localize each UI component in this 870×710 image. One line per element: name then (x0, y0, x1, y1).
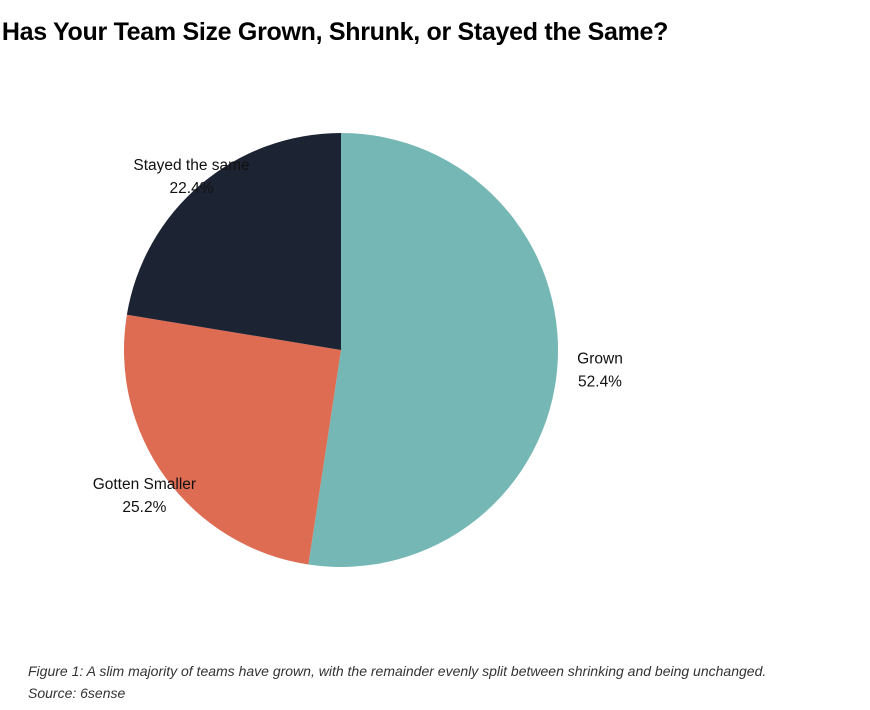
caption-source: Source: 6sense (28, 685, 126, 701)
slice-value-label: 52.4% (578, 374, 622, 391)
slice-label-stayed-the-same: Stayed the same 22.4% (133, 157, 249, 197)
slice-category-label: Grown (577, 351, 623, 368)
pie-slice-grown (308, 133, 559, 567)
pie-chart: Grown 52.4% Gotten Smaller 25.2% Stayed the … (93, 133, 623, 567)
slice-label-grown: Grown 52.4% (577, 351, 623, 391)
slice-category-label: Stayed the same (133, 157, 249, 174)
slice-value-label: 22.4% (170, 180, 214, 197)
pie-slice-stayed-the-same (126, 133, 341, 350)
slice-category-label: Gotten Smaller (93, 476, 196, 493)
slice-value-label: 25.2% (122, 499, 166, 516)
slice-label-gotten-smaller: Gotten Smaller 25.2% (93, 476, 196, 516)
pie-slice-gotten-smaller (124, 314, 341, 565)
chart-title: Has Your Team Size Grown, Shrunk, or Sta… (1, 18, 669, 46)
figure-caption: Figure 1: A slim majority of teams have … (28, 660, 868, 704)
caption-text: Figure 1: A slim majority of teams have … (28, 663, 767, 679)
